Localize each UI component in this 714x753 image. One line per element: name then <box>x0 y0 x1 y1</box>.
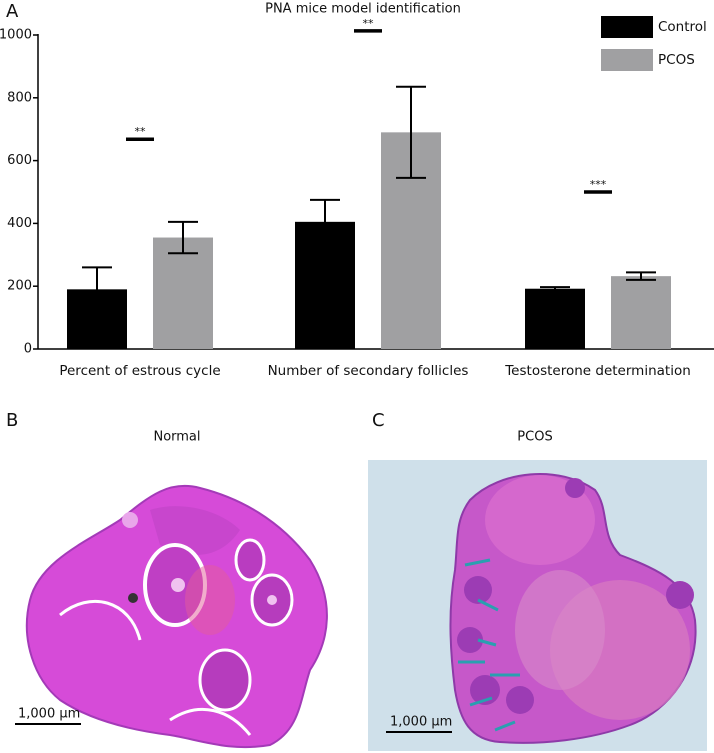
error-bar <box>82 266 112 313</box>
y-tick-label: 600 <box>7 153 32 168</box>
scale-bar-label: 1,000 µm <box>390 715 452 730</box>
bar <box>153 237 213 349</box>
image-caption: PCOS <box>517 430 552 445</box>
y-tick-label: 0 <box>24 342 32 357</box>
panel-label: C <box>372 410 385 431</box>
y-tick-label: 400 <box>7 216 32 231</box>
y-tick-label: 200 <box>7 279 32 294</box>
significance-label: ** <box>135 125 147 138</box>
x-tick-label: Percent of estrous cycle <box>59 363 220 379</box>
y-tick-label: 800 <box>7 90 32 105</box>
error-bar <box>540 286 570 292</box>
bar <box>611 276 671 349</box>
panel-label: A <box>6 1 19 22</box>
panel-label: B <box>6 410 18 431</box>
error-bar <box>310 198 340 245</box>
error-bar <box>168 220 198 255</box>
legend-label: PCOS <box>658 52 695 68</box>
significance-label: *** <box>590 178 607 191</box>
error-bar <box>396 85 426 179</box>
legend-swatch <box>601 49 653 71</box>
x-tick-label: Number of secondary follicles <box>268 363 469 379</box>
image-caption: Normal <box>153 430 200 445</box>
significance-label: ** <box>363 17 375 30</box>
legend-label: Control <box>658 19 707 35</box>
chart-title: PNA mice model identification <box>265 2 461 17</box>
histology-normal <box>25 484 328 749</box>
y-tick-label: 1000 <box>0 28 32 43</box>
scale-bar-label: 1,000 µm <box>18 707 80 722</box>
histology-pcos <box>449 473 697 744</box>
bar <box>525 288 585 349</box>
error-bar <box>626 271 656 281</box>
x-tick-label: Testosterone determination <box>504 363 691 379</box>
legend-swatch <box>601 16 653 38</box>
